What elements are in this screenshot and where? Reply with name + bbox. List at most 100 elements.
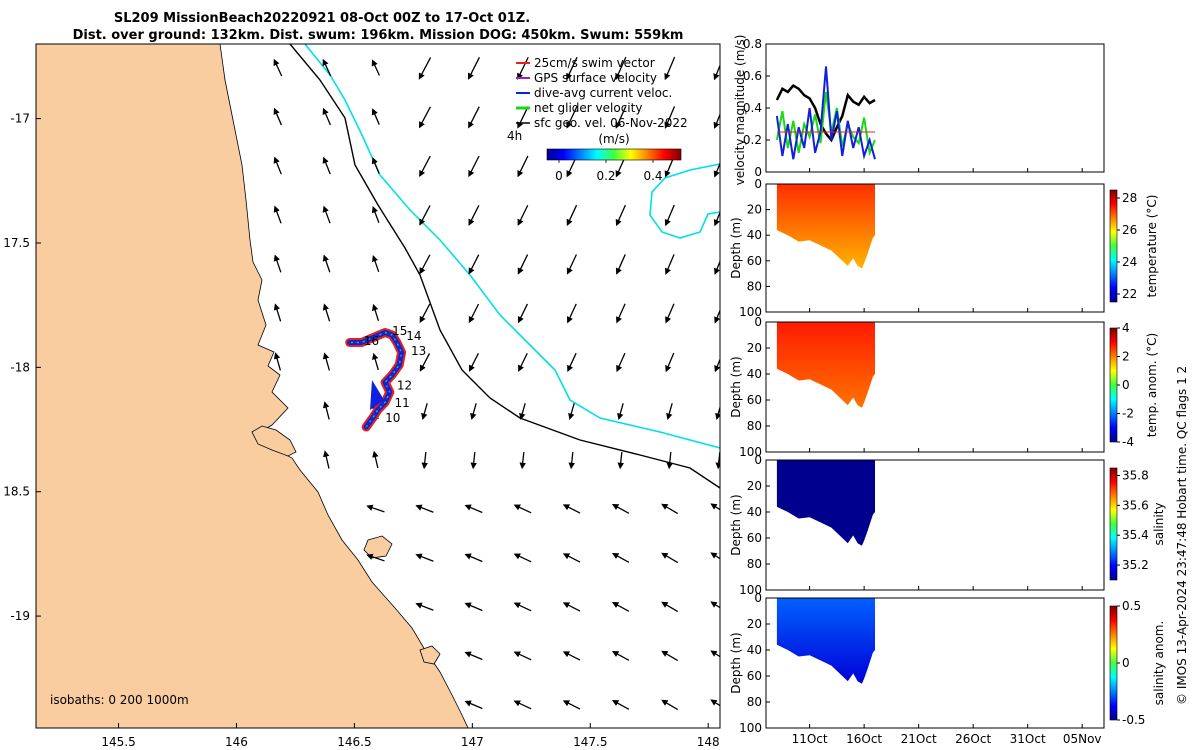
geo-velocity-arrow xyxy=(661,503,679,515)
geo-velocity-arrow xyxy=(371,108,380,125)
geo-velocity-arrow xyxy=(710,503,720,511)
geo-velocity-arrow xyxy=(273,352,282,371)
depth-ylabel: Depth (m) xyxy=(729,356,743,417)
map-xtick-label: 145.5 xyxy=(101,735,135,749)
geo-velocity-arrow xyxy=(366,553,385,562)
geo-velocity-arrow xyxy=(568,403,575,420)
map-xtick-label: 147.5 xyxy=(573,735,607,749)
time-tick-label: 21Oct xyxy=(901,732,937,746)
depth-ytick-label: 20 xyxy=(747,617,762,631)
map-ytick-label: 18.5 xyxy=(3,485,30,499)
geo-velocity-arrow xyxy=(714,259,720,275)
geo-velocity-arrow xyxy=(615,56,627,81)
map-xtick-label: 146.5 xyxy=(337,735,371,749)
geo-velocity-arrow xyxy=(615,204,626,227)
geo-velocity-arrow xyxy=(710,699,720,707)
depth-ytick-label: 100 xyxy=(739,583,762,597)
geo-velocity-arrow xyxy=(713,112,720,129)
heatmap-fill-temperature xyxy=(776,184,875,269)
time-tick-label: 31Oct xyxy=(1010,732,1046,746)
geo-velocity-arrow xyxy=(464,700,483,710)
geo-velocity-arrow xyxy=(371,59,381,76)
geo-velocity-arrow xyxy=(665,303,675,324)
colorbar-tick-label: 35.6 xyxy=(1122,498,1149,512)
depth-ytick-label: 40 xyxy=(747,367,762,381)
geo-velocity-arrow xyxy=(421,451,428,470)
colorbar-tick-label: 35.8 xyxy=(1122,468,1149,482)
colorbar-label-temp_anom: temp. anom. (°C) xyxy=(1145,333,1159,437)
geo-velocity-arrow xyxy=(710,552,720,560)
panel-frame-temp_anom xyxy=(765,321,1105,453)
geo-velocity-arrow xyxy=(273,205,282,224)
colorbar-tick-label: -2 xyxy=(1122,407,1134,421)
colorbar-tick-label: 35.2 xyxy=(1122,558,1149,572)
current-vector-spike xyxy=(370,380,384,410)
map-frame xyxy=(35,43,721,729)
colorbar-label-salinity_anom: salinity anom. xyxy=(1152,621,1166,706)
colorbar-tick-label: 26 xyxy=(1122,223,1137,237)
geo-velocity-arrow xyxy=(710,601,720,609)
geo-velocity-arrow xyxy=(366,504,385,513)
depth-ytick-label: 40 xyxy=(747,643,762,657)
geo-velocity-arrow xyxy=(415,602,434,611)
geo-velocity-arrow xyxy=(322,107,332,126)
heatmap-fill-salinity xyxy=(776,460,875,546)
legend-net: net glider velocity xyxy=(534,101,642,115)
geo-velocity-arrow xyxy=(419,205,431,226)
velocity-ytick-label: 0 xyxy=(754,165,762,179)
geo-velocity-arrow xyxy=(664,254,675,275)
geo-velocity-arrow xyxy=(513,602,532,612)
colorbar-tick-label: 0.5 xyxy=(1122,599,1141,613)
geo-velocity-arrow xyxy=(713,210,720,227)
series-line-geo_velocity xyxy=(775,83,876,143)
legend-swim: 25cm/s swim vector xyxy=(534,56,655,70)
speed-cbar-tick-label: 0.2 xyxy=(596,169,615,183)
geo-velocity-arrow xyxy=(464,602,483,612)
geo-velocity-arrow xyxy=(616,303,626,324)
geo-velocity-arrow xyxy=(661,699,679,711)
depth-ytick-label: 0 xyxy=(754,591,762,605)
map-ytick-label: 17.5 xyxy=(3,236,30,250)
colorbar-salinity xyxy=(1109,467,1118,581)
colorbar-tick-label: 0 xyxy=(1122,378,1130,392)
geo-velocity-arrow xyxy=(419,353,431,372)
colorbar-tick-label: 4 xyxy=(1122,321,1130,335)
depth-ytick-label: 100 xyxy=(739,721,762,735)
geo-velocity-arrow xyxy=(273,156,282,175)
depth-ylabel: Depth (m) xyxy=(729,632,743,693)
geo-velocity-arrow xyxy=(714,308,720,324)
island-palm xyxy=(251,425,297,457)
colorbar-title: (m/s) xyxy=(598,132,629,146)
geo-velocity-arrow xyxy=(322,254,331,273)
geo-velocity-arrow xyxy=(715,405,720,420)
velocity-ytick-label: 0.4 xyxy=(743,101,762,115)
geo-velocity-arrow xyxy=(611,602,630,612)
geo-velocity-arrow xyxy=(468,155,480,178)
geo-velocity-arrow xyxy=(566,56,578,81)
map-ytick-label: -18 xyxy=(10,360,30,374)
geo-velocity-arrow xyxy=(664,56,676,81)
geo-velocity-arrow xyxy=(273,254,282,273)
geo-velocity-arrow xyxy=(518,352,528,372)
geo-velocity-arrow xyxy=(323,450,330,469)
panel-background-velocity xyxy=(766,44,1104,172)
geo-velocity-arrow xyxy=(371,303,380,322)
series-line-net_velocity xyxy=(775,91,876,157)
geo-velocity-arrow xyxy=(567,352,577,373)
geo-velocity-arrow xyxy=(513,504,532,514)
day-label: 10 xyxy=(385,411,400,425)
geo-velocity-arrow xyxy=(517,106,529,129)
time-tick-label: 11Oct xyxy=(792,732,828,746)
time-tick-label: 05Nov xyxy=(1063,732,1102,746)
map-xtick-label: 148 xyxy=(697,735,720,749)
geo-velocity-arrow xyxy=(566,204,578,227)
geo-velocity-arrow xyxy=(273,303,282,322)
geo-velocity-arrow xyxy=(371,157,380,174)
scale-label: 4h xyxy=(507,129,522,143)
speed-cbar-tick-label: 0 xyxy=(555,169,563,183)
geo-velocity-arrow xyxy=(617,403,624,420)
geo-velocity-arrow xyxy=(470,403,477,420)
